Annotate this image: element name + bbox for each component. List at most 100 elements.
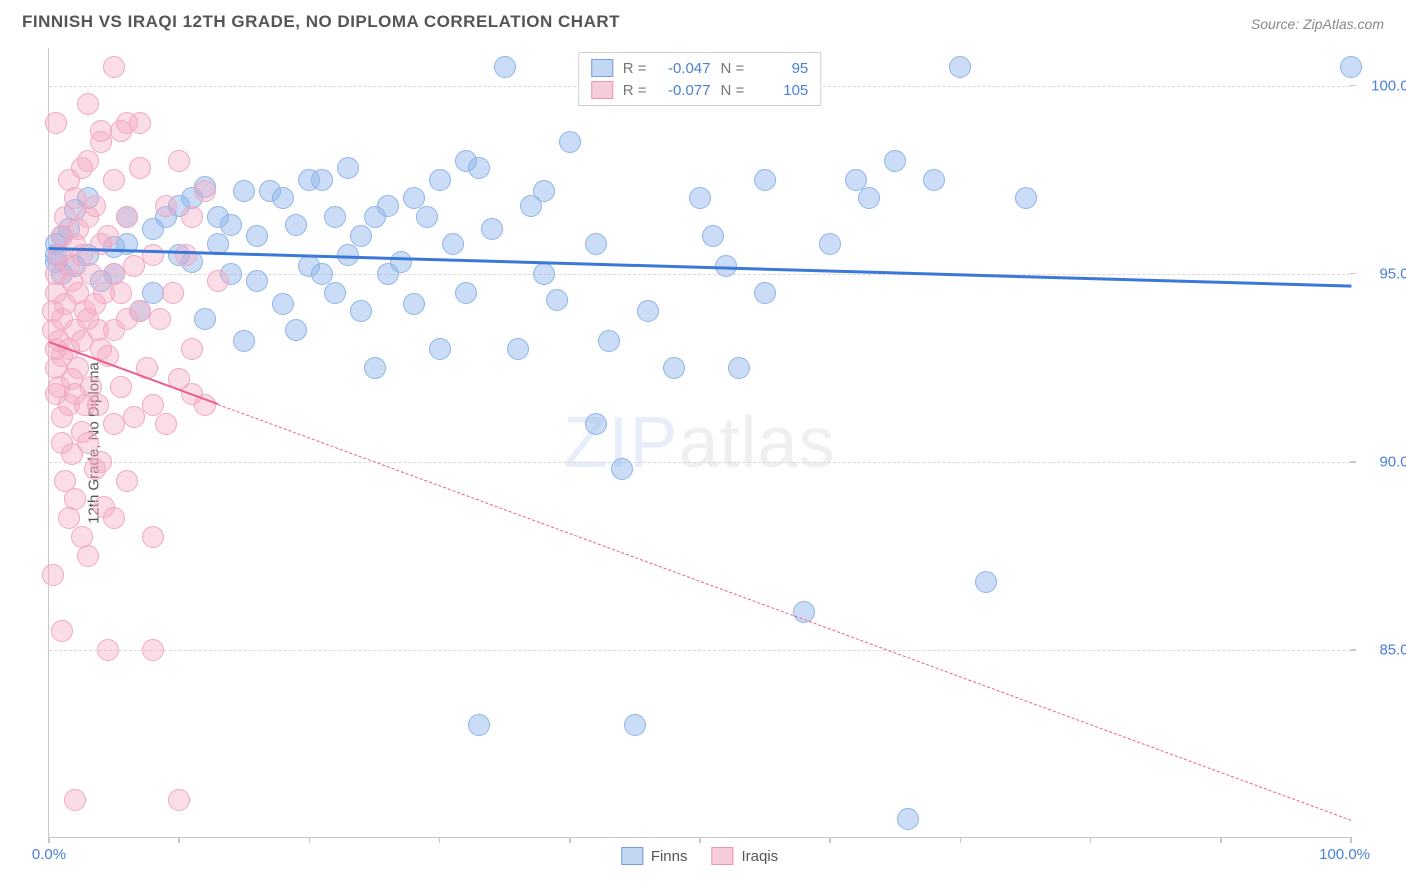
data-point-finns xyxy=(754,169,776,191)
data-point-finns xyxy=(468,714,490,736)
data-point-finns xyxy=(468,157,490,179)
data-point-iraqis xyxy=(116,470,138,492)
data-point-finns xyxy=(207,206,229,228)
data-point-iraqis xyxy=(149,308,171,330)
data-point-finns xyxy=(233,180,255,202)
data-point-finns xyxy=(324,206,346,228)
data-point-iraqis xyxy=(77,432,99,454)
data-point-iraqis xyxy=(67,357,89,379)
n-label: N = xyxy=(721,60,745,77)
data-point-iraqis xyxy=(110,376,132,398)
x-tick-label: 100.0% xyxy=(1319,846,1370,863)
data-point-finns xyxy=(923,169,945,191)
data-point-finns xyxy=(1340,56,1362,78)
r-label: R = xyxy=(623,82,647,99)
r-value-finns: -0.047 xyxy=(657,60,711,77)
gridline xyxy=(49,462,1350,463)
data-point-iraqis xyxy=(110,282,132,304)
data-point-finns xyxy=(546,289,568,311)
correlation-row-finns: R = -0.047 N = 95 xyxy=(591,57,809,79)
swatch-iraqis xyxy=(591,81,613,99)
data-point-finns xyxy=(272,293,294,315)
legend-item-finns: Finns xyxy=(621,847,688,865)
data-point-iraqis xyxy=(84,195,106,217)
data-point-finns xyxy=(507,338,529,360)
data-point-finns xyxy=(533,263,555,285)
data-point-finns xyxy=(585,233,607,255)
data-point-finns xyxy=(481,218,503,240)
chart-title: FINNISH VS IRAQI 12TH GRADE, NO DIPLOMA … xyxy=(22,12,620,32)
data-point-iraqis xyxy=(97,639,119,661)
data-point-iraqis xyxy=(64,789,86,811)
data-point-iraqis xyxy=(162,282,184,304)
data-point-finns xyxy=(598,330,620,352)
data-point-finns xyxy=(246,225,268,247)
swatch-finns xyxy=(621,847,643,865)
data-point-iraqis xyxy=(123,255,145,277)
data-point-iraqis xyxy=(80,263,102,285)
trend-line-iraqis xyxy=(218,404,1351,821)
data-point-iraqis xyxy=(58,507,80,529)
y-tick-label: 100.0% xyxy=(1371,77,1406,94)
correlation-legend: R = -0.047 N = 95 R = -0.077 N = 105 xyxy=(578,52,822,106)
r-label: R = xyxy=(623,60,647,77)
data-point-iraqis xyxy=(64,488,86,510)
gridline xyxy=(49,274,1350,275)
data-point-finns xyxy=(533,180,555,202)
data-point-finns xyxy=(494,56,516,78)
data-point-finns xyxy=(403,187,425,209)
data-point-iraqis xyxy=(181,338,203,360)
data-point-finns xyxy=(350,300,372,322)
data-point-finns xyxy=(858,187,880,209)
source-attribution: Source: ZipAtlas.com xyxy=(1251,16,1384,32)
data-point-finns xyxy=(403,293,425,315)
scatter-chart: 12th Grade, No Diploma ZIPatlas 85.0%90.… xyxy=(48,48,1350,838)
correlation-row-iraqis: R = -0.077 N = 105 xyxy=(591,79,809,101)
data-point-iraqis xyxy=(97,225,119,247)
data-point-finns xyxy=(429,169,451,191)
data-point-finns xyxy=(845,169,867,191)
swatch-finns xyxy=(591,59,613,77)
data-point-iraqis xyxy=(155,195,177,217)
n-label: N = xyxy=(721,82,745,99)
data-point-finns xyxy=(819,233,841,255)
data-point-finns xyxy=(337,157,359,179)
y-tick-label: 95.0% xyxy=(1379,265,1406,282)
data-point-iraqis xyxy=(90,451,112,473)
data-point-iraqis xyxy=(175,244,197,266)
data-point-finns xyxy=(728,357,750,379)
data-point-finns xyxy=(377,195,399,217)
data-point-finns xyxy=(559,131,581,153)
data-point-finns xyxy=(272,187,294,209)
data-point-finns xyxy=(975,571,997,593)
data-point-iraqis xyxy=(142,394,164,416)
swatch-iraqis xyxy=(712,847,734,865)
data-point-finns xyxy=(949,56,971,78)
data-point-finns xyxy=(324,282,346,304)
data-point-finns xyxy=(233,330,255,352)
data-point-iraqis xyxy=(168,789,190,811)
series-legend: Finns Iraqis xyxy=(621,847,778,865)
r-value-iraqis: -0.077 xyxy=(657,82,711,99)
data-point-iraqis xyxy=(155,413,177,435)
data-point-iraqis xyxy=(129,157,151,179)
legend-label-iraqis: Iraqis xyxy=(742,848,779,865)
data-point-finns xyxy=(624,714,646,736)
data-point-finns xyxy=(884,150,906,172)
data-point-iraqis xyxy=(142,639,164,661)
data-point-finns xyxy=(754,282,776,304)
data-point-iraqis xyxy=(90,120,112,142)
data-point-finns xyxy=(377,263,399,285)
watermark-part2: atlas xyxy=(678,403,835,483)
data-point-finns xyxy=(637,300,659,322)
data-point-finns xyxy=(897,808,919,830)
n-value-iraqis: 105 xyxy=(754,82,808,99)
data-point-finns xyxy=(663,357,685,379)
data-point-finns xyxy=(1015,187,1037,209)
data-point-iraqis xyxy=(42,564,64,586)
legend-label-finns: Finns xyxy=(651,848,688,865)
data-point-finns xyxy=(285,214,307,236)
data-point-finns xyxy=(285,319,307,341)
trend-line-finns xyxy=(49,247,1351,287)
data-point-iraqis xyxy=(116,206,138,228)
